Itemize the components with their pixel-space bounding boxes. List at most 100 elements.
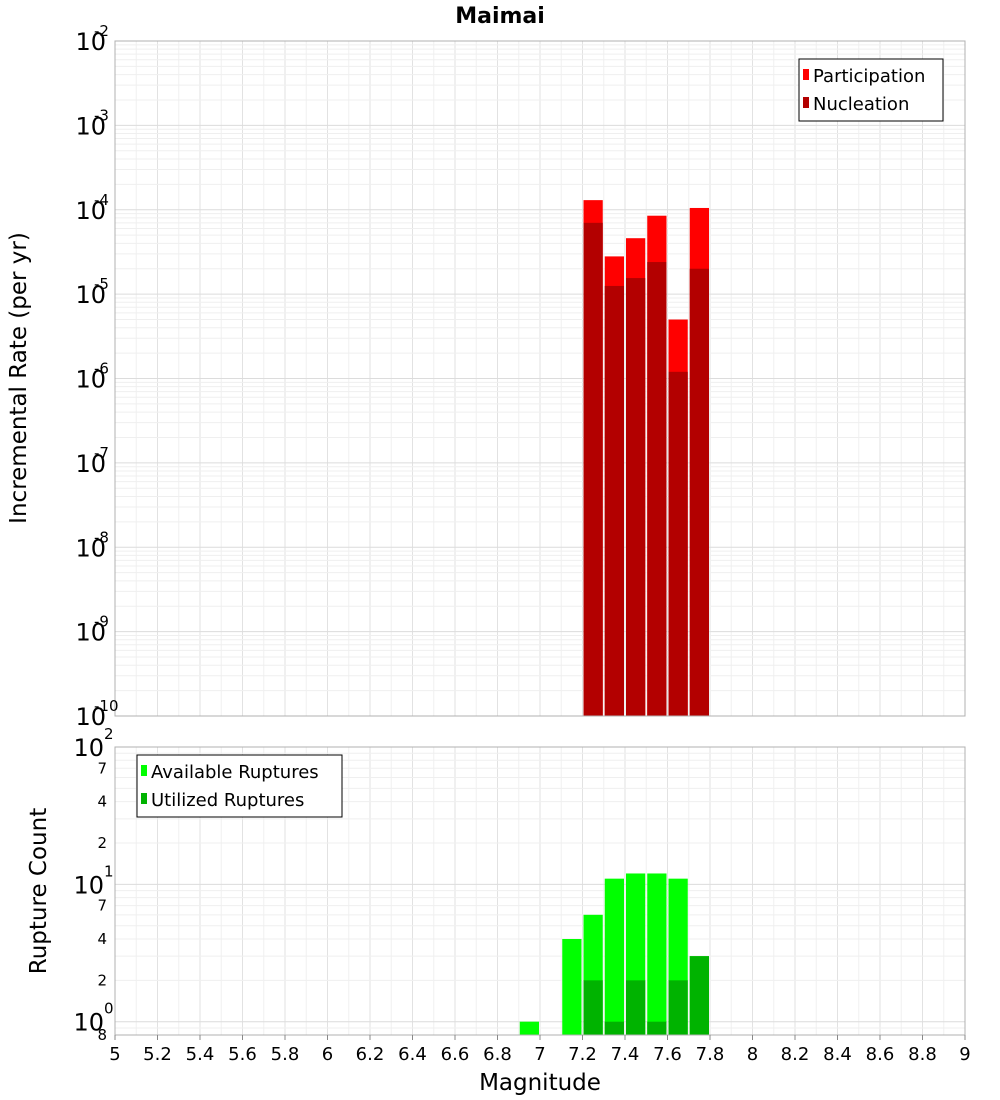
y-tick-exponent: -8 bbox=[94, 528, 109, 546]
y-tick-minor-label: 7 bbox=[97, 759, 107, 777]
count-plot-x-ticks: 5 5.2 5.4 5.6 5.8 6 6.2 6.4 6.6 6.8 7 7.2 7.4 7.6 7.8 8… bbox=[109, 1035, 971, 1065]
legend-swatch bbox=[803, 97, 809, 108]
legend-box bbox=[798, 58, 944, 122]
count-plot-y-axis-label: Rupture Count bbox=[26, 808, 52, 974]
x-tick-label: 8.6 bbox=[866, 1044, 895, 1065]
x-tick-label: 7 bbox=[534, 1044, 545, 1065]
count-bar-available-ruptures bbox=[647, 873, 667, 1035]
x-tick-label: 7.6 bbox=[653, 1044, 682, 1065]
legend-label: Nucleation bbox=[813, 94, 909, 115]
rate-plot-legend: Participation Nucleation bbox=[798, 58, 944, 122]
x-tick-label: 6.8 bbox=[483, 1044, 512, 1065]
y-tick-minor-label: 4 bbox=[97, 793, 107, 811]
y-tick-label: 10-10 bbox=[75, 697, 118, 731]
x-tick-label: 8.2 bbox=[781, 1044, 810, 1065]
legend-box bbox=[136, 754, 343, 818]
x-tick-label: 5 bbox=[109, 1044, 120, 1065]
x-tick-label: 6.6 bbox=[441, 1044, 470, 1065]
count-bar-utilized-ruptures bbox=[626, 980, 646, 1035]
x-tick-label: 5.6 bbox=[228, 1044, 257, 1065]
y-tick-exponent: 2 bbox=[104, 725, 114, 743]
rate-plot-grid bbox=[114, 40, 966, 717]
y-tick-minor-label: 2 bbox=[97, 834, 107, 852]
count-bar-utilized-ruptures bbox=[647, 1021, 667, 1035]
rate-plot-bars bbox=[583, 200, 709, 717]
x-tick-label: 8.8 bbox=[908, 1044, 937, 1065]
x-tick-label: 7.8 bbox=[696, 1044, 725, 1065]
count-bar-utilized-ruptures bbox=[668, 980, 688, 1035]
y-tick-label: 10 2 bbox=[73, 725, 113, 762]
y-tick-label: 100 bbox=[73, 1000, 113, 1037]
x-tick-label: 6.2 bbox=[356, 1044, 385, 1065]
y-tick-label: 10-3 bbox=[75, 106, 109, 140]
y-tick-base: 10 bbox=[75, 366, 106, 394]
y-tick-label: 10-7 bbox=[75, 444, 109, 478]
y-tick-exponent: -10 bbox=[94, 697, 119, 715]
y-tick-base: 10 bbox=[75, 112, 106, 140]
y-tick-exponent: -7 bbox=[94, 444, 109, 462]
rate-bar-nucleation bbox=[668, 371, 688, 716]
y-tick-exponent: -6 bbox=[94, 360, 109, 378]
y-tick-base: 10 bbox=[75, 703, 106, 731]
x-tick-label: 7.2 bbox=[568, 1044, 597, 1065]
y-tick-minor-label: 2 bbox=[97, 971, 107, 989]
y-tick-base: 10 bbox=[75, 281, 106, 309]
y-tick-minor-label: 7 bbox=[97, 897, 107, 915]
legend-label: Available Ruptures bbox=[151, 762, 319, 783]
legend-swatch bbox=[141, 793, 147, 804]
y-tick-base: 10 bbox=[73, 1009, 104, 1037]
y-tick-base: 10 bbox=[75, 619, 106, 647]
y-tick-label: 10-6 bbox=[75, 360, 109, 394]
x-tick-label: 5.8 bbox=[271, 1044, 300, 1065]
x-tick-label: 6 bbox=[322, 1044, 333, 1065]
x-tick-label: 5.4 bbox=[186, 1044, 215, 1065]
x-tick-label: 9 bbox=[959, 1044, 970, 1065]
y-tick-base: 10 bbox=[75, 534, 106, 562]
count-bar-available-ruptures bbox=[604, 878, 624, 1035]
y-tick-base: 10 bbox=[75, 28, 106, 56]
count-bar-available-ruptures bbox=[562, 939, 582, 1035]
y-tick-exponent: -5 bbox=[94, 275, 109, 293]
y-tick-label: 10-8 bbox=[75, 528, 109, 562]
rate-bar-nucleation bbox=[583, 222, 603, 716]
y-tick-label: 10-2 bbox=[75, 22, 109, 56]
count-bar-utilized-ruptures bbox=[604, 1021, 624, 1035]
y-tick-base: 10 bbox=[75, 450, 106, 478]
rate-plot-frame bbox=[114, 40, 966, 717]
rate-bar-nucleation bbox=[626, 278, 646, 716]
x-tick-label: 5.2 bbox=[143, 1044, 172, 1065]
legend-swatch bbox=[803, 69, 809, 80]
x-axis-label: Magnitude bbox=[479, 1070, 601, 1096]
x-tick-label: 8.4 bbox=[823, 1044, 852, 1065]
y-tick-base: 10 bbox=[73, 871, 104, 899]
y-tick-label: 10-9 bbox=[75, 613, 109, 647]
x-tick-label: 7.4 bbox=[611, 1044, 640, 1065]
y-tick-exponent: 0 bbox=[104, 1000, 114, 1018]
y-tick-exponent: -4 bbox=[94, 191, 109, 209]
y-tick-exponent: 1 bbox=[104, 862, 114, 880]
legend-swatch bbox=[141, 765, 147, 776]
y-tick-label: 10-5 bbox=[75, 275, 109, 309]
x-tick-label: 8 bbox=[747, 1044, 758, 1065]
count-bar-utilized-ruptures bbox=[583, 980, 603, 1035]
y-tick-minor-label: 4 bbox=[97, 930, 107, 948]
rate-bar-nucleation bbox=[604, 285, 624, 716]
y-tick-base: 10 bbox=[75, 197, 106, 225]
rate-plot-y-axis-label: Incremental Rate (per yr) bbox=[6, 232, 32, 524]
y-tick-exponent: -2 bbox=[94, 22, 109, 40]
count-plot-bars bbox=[519, 873, 709, 1035]
count-bar-available-ruptures bbox=[519, 1021, 539, 1035]
count-plot-legend: Available Ruptures Utilized Ruptures bbox=[136, 754, 343, 818]
y-tick-label: 10-4 bbox=[75, 191, 109, 225]
y-tick-exponent: -3 bbox=[94, 106, 109, 124]
legend-label: Utilized Ruptures bbox=[151, 790, 304, 811]
y-tick-label: 10 1 bbox=[73, 862, 113, 899]
y-tick-exponent: -9 bbox=[94, 613, 109, 631]
legend-label: Participation bbox=[813, 66, 925, 87]
x-tick-label: 6.4 bbox=[398, 1044, 427, 1065]
rate-bar-nucleation bbox=[689, 268, 709, 716]
y-tick-minor-label: 8 bbox=[97, 1026, 107, 1044]
